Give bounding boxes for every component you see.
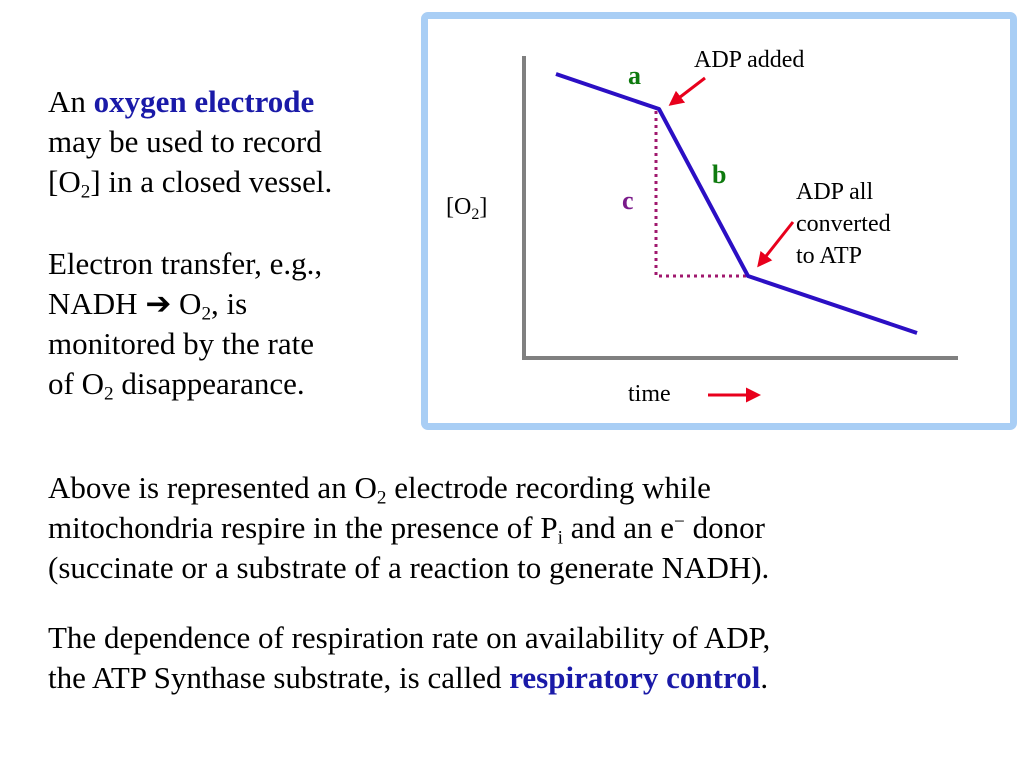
- intro-line-2: may be used to record: [48, 124, 322, 159]
- y-axis-label: [O2]: [446, 194, 487, 223]
- segment-a-label: a: [628, 61, 641, 90]
- adp-converted-line-2: converted: [796, 211, 891, 237]
- transfer-of-o: of O: [48, 366, 104, 401]
- oxygen-electrode-term: oxygen electrode: [93, 84, 315, 119]
- transfer-tail: , is: [211, 286, 248, 321]
- adp-converted-line-3: to ATP: [796, 243, 862, 269]
- intro-line-3-open: [O: [48, 164, 81, 199]
- recording-part-b: electrode recording while: [386, 470, 711, 505]
- recording-paragraph: Above is represented an O2 electrode rec…: [48, 468, 998, 588]
- recording-subscript-i: i: [557, 527, 563, 549]
- transfer-of-subscript: 2: [103, 383, 114, 405]
- adp-converted-arrow-icon: [757, 221, 795, 268]
- transfer-line-3: monitored by the rate: [48, 326, 314, 361]
- oxygen-subscript: 2: [201, 303, 212, 325]
- intro-subscript: 2: [80, 181, 91, 203]
- segment-b-label: b: [712, 160, 726, 189]
- x-axis-label: time: [628, 381, 671, 407]
- control-line-2: the ATP Synthase substrate, is called: [48, 660, 510, 695]
- recording-part-f: (succinate or a substrate of a reaction …: [48, 550, 770, 585]
- oxygen-text: O: [179, 286, 202, 321]
- oxygen-recording-diagram: a b c [O2] time ADP added ADP all conver…: [421, 12, 1017, 430]
- intro-paragraph: An oxygen electrode may be used to record…: [48, 82, 428, 202]
- recording-superscript-minus: −: [673, 511, 685, 533]
- adp-added-annotation: ADP added: [694, 47, 804, 73]
- transfer-paragraph: Electron transfer, e.g., NADH ➔ O2, is mon…: [48, 244, 428, 404]
- intro-line-3-rest: ] in a closed vessel.: [90, 164, 333, 199]
- adp-converted-line-1: ADP all: [796, 179, 873, 205]
- control-end: .: [760, 660, 769, 695]
- control-line-1: The dependence of respiration rate on av…: [48, 620, 771, 655]
- respiratory-control-term: respiratory control: [509, 660, 761, 695]
- recording-part-c: mitochondria respire in the presence of …: [48, 510, 558, 545]
- control-paragraph: The dependence of respiration rate on av…: [48, 618, 998, 698]
- segment-c-label: c: [622, 186, 634, 215]
- adp-added-arrow-icon: [668, 76, 706, 106]
- intro-prefix: An: [48, 84, 94, 119]
- transfer-line-1: Electron transfer, e.g.,: [48, 246, 323, 281]
- right-arrow-icon: ➔: [145, 286, 172, 321]
- dotted-drop-line: [654, 111, 746, 278]
- recording-part-d: and an e: [562, 510, 674, 545]
- transfer-end: disappearance.: [113, 366, 305, 401]
- recording-subscript-2: 2: [376, 487, 387, 509]
- diagram-svg: a b c [O2] time ADP added ADP all conver…: [446, 47, 958, 407]
- nadh-text: NADH: [48, 286, 138, 321]
- recording-part-a: Above is represented an O: [48, 470, 377, 505]
- oxygen-trace-line: [555, 72, 918, 335]
- recording-part-e: donor: [684, 510, 765, 545]
